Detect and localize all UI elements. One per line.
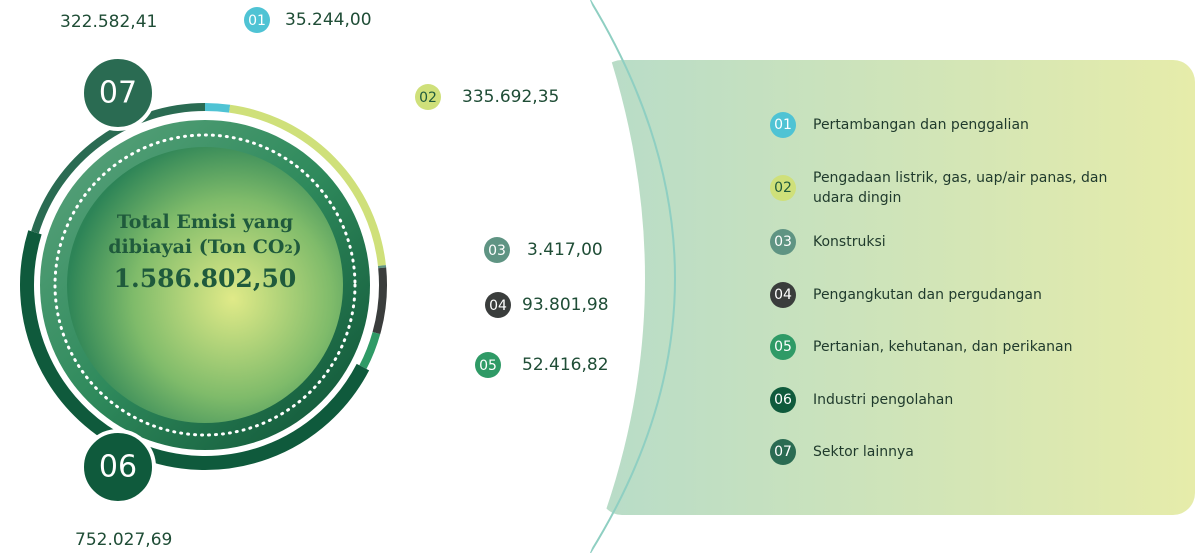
badge — [415, 84, 441, 110]
legend-item: 01 Pertambangan dan penggalian — [770, 112, 1133, 138]
legend-badge: 04 — [770, 282, 796, 308]
legend-label: Pengadaan listrik, gas, uap/air panas, d… — [813, 170, 1108, 206]
center-disc — [67, 147, 343, 423]
arc — [204, 103, 231, 113]
value-label: 35.244,00 — [285, 10, 372, 30]
badge-code: 01 — [248, 13, 266, 29]
legend-badge: 03 — [770, 229, 796, 255]
legend-item: 07 Sektor lainnya — [770, 439, 1133, 465]
legend-badge: 02 — [770, 175, 796, 201]
badge — [80, 55, 156, 131]
value-label: 52.416,82 — [522, 355, 609, 375]
center-title: Total Emisi yang dibiayai (Ton CO₂) — [108, 211, 302, 258]
legend-label: Sektor lainnya — [813, 444, 914, 460]
legend-label: Pertanian, kehutanan, dan perikanan — [813, 339, 1073, 355]
badge-code: 07 — [99, 76, 137, 111]
badge — [485, 292, 511, 318]
badge — [475, 352, 501, 378]
badge — [244, 7, 270, 33]
badge — [80, 429, 156, 505]
legend-item: 04 Pengangkutan dan pergudangan — [770, 282, 1133, 308]
center-total: 1.586.802,50 — [113, 264, 297, 293]
arc — [229, 104, 386, 266]
badge-code: 05 — [479, 358, 497, 374]
legend-badge: 05 — [770, 334, 796, 360]
legend-label: Pengangkutan dan pergudangan — [813, 287, 1042, 303]
badge-code: 03 — [488, 243, 506, 259]
legend-label: Industri pengolahan — [813, 392, 954, 408]
badge-code: 04 — [489, 298, 507, 314]
divider-fill — [560, 0, 645, 553]
legend-badge: 06 — [770, 387, 796, 413]
center-text: Total Emisi yang dibiayai (Ton CO₂) 1.58… — [95, 210, 315, 293]
value-label: 3.417,00 — [527, 240, 603, 260]
divider-arc — [589, 0, 676, 553]
arc — [372, 267, 387, 335]
dotted-ring — [53, 133, 357, 437]
value-label: 322.582,41 — [60, 12, 157, 32]
badge — [484, 237, 510, 263]
value-label: 93.801,98 — [522, 295, 609, 315]
badge-code: 06 — [99, 450, 137, 485]
legend-item: 03 Konstruksi — [770, 229, 1133, 255]
value-label: 752.027,69 — [75, 530, 172, 550]
legend-item: 05 Pertanian, kehutanan, dan perikanan — [770, 334, 1133, 360]
badge-code: 02 — [419, 90, 437, 106]
legend-label: Pertambangan dan penggalian — [813, 117, 1029, 133]
legend-badge: 07 — [770, 439, 796, 465]
legend-label: Konstruksi — [813, 234, 886, 250]
legend-panel — [600, 60, 1195, 515]
legend-item: 02 Pengadaan listrik, gas, uap/air panas,… — [770, 168, 1113, 208]
value-label: 335.692,35 — [462, 87, 559, 107]
legend-badge: 01 — [770, 112, 796, 138]
arc — [31, 103, 206, 234]
legend-item: 06 Industri pengolahan — [770, 387, 1133, 413]
arc — [359, 331, 381, 369]
